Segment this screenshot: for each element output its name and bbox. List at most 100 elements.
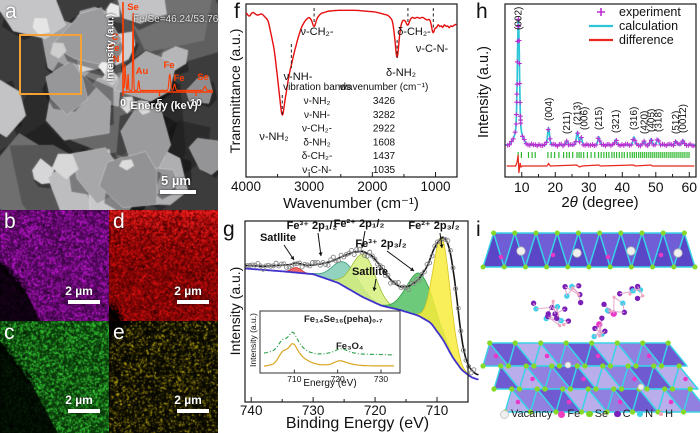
vacancy-atom-icon [499, 409, 509, 419]
svg-text:(213): (213) [573, 102, 584, 125]
svg-text:ν-CH₂-: ν-CH₂- [302, 124, 332, 135]
structure-drawing [480, 230, 700, 415]
xrd-panel: (002) (004) (211) (213) (006) (215) (321) (316)… [473, 0, 700, 215]
xrd-y-axis-label: Intensity (a.u.) [476, 46, 492, 138]
ftir-panel: 4000 3000 2000 1000 ν-NH₂ ν-NH-ν-CH₂- δ-NH₂ δ-C… [218, 0, 473, 215]
eds-map-image-b [0, 210, 109, 321]
svg-text:Satllite: Satllite [352, 266, 388, 278]
map-d-scale-bar-label: 2 µm [174, 284, 202, 298]
svg-text:720: 720 [364, 403, 387, 418]
svg-text:(512): (512) [671, 111, 682, 134]
svg-text:difference: difference [619, 33, 674, 47]
svg-text:(420): (420) [639, 111, 650, 134]
legend-label: Se [594, 408, 609, 420]
svg-text:1437: 1437 [373, 151, 396, 162]
xrd-chart: (002) (004) (211) (213)(006) (215) (321) (316)… [504, 3, 698, 195]
svg-text:(0012): (0012) [678, 104, 689, 133]
legend-item-h: H [659, 408, 673, 420]
svg-text:710: 710 [287, 374, 301, 384]
structure-panel: i Vacancy Fe Se C N H [473, 215, 700, 433]
svg-text:1000: 1000 [420, 179, 450, 194]
svg-text:(316): (316) [629, 107, 640, 130]
svg-text:(006): (006) [580, 107, 591, 130]
svg-text:Fe: Fe [173, 73, 184, 84]
svg-text:ν-C-N-: ν-C-N- [302, 165, 331, 176]
svg-text:730: 730 [374, 374, 388, 384]
map-e-scale-bar-label: 2 µm [174, 393, 202, 407]
svg-text:δ-NH₂: δ-NH₂ [303, 137, 330, 148]
svg-text:experiment: experiment [619, 5, 681, 19]
panel-letter-h: h [476, 0, 488, 23]
svg-text:Fe³⁺ 2p₃/₂: Fe³⁺ 2p₃/₂ [355, 238, 406, 250]
eds-map-image-c [0, 321, 109, 433]
sem-scale-bar-label: 5 µm [161, 173, 191, 188]
map-c-scale-bar-label: 2 µm [65, 393, 93, 407]
panel-letter-b: b [4, 210, 16, 233]
xps-y-axis-label: Intensity (a.u.) [227, 266, 243, 356]
map-b-scale-bar [68, 300, 100, 304]
svg-text:wavenumber (cm⁻¹): wavenumber (cm⁻¹) [339, 82, 429, 93]
panel-letter-e: e [113, 321, 125, 344]
svg-text:N: N [113, 54, 120, 65]
svg-text:730: 730 [302, 403, 325, 418]
sem-panel: 0 5 10 C N Fe Se Au Fe Fe Se Intensity (a.u.) Ener… [0, 0, 218, 210]
svg-text:ν-NH-: ν-NH- [284, 71, 313, 83]
legend-label: Fe [567, 408, 581, 420]
svg-text:ν-NH-: ν-NH- [304, 110, 330, 121]
svg-text:4000: 4000 [231, 179, 261, 194]
xps-inset-series1-label: Fe₁₄Se₁₆(peha)₀.₇ [304, 314, 383, 325]
roi-box [19, 34, 82, 95]
svg-text:(002): (002) [514, 7, 525, 30]
xps-x-axis-label: Binding Energy (eV) [285, 415, 430, 432]
n-atom-icon [636, 410, 644, 418]
eds-map-image-d [109, 210, 218, 321]
map-e-scale-bar [177, 409, 209, 413]
svg-text:δ-NH₂: δ-NH₂ [386, 67, 416, 79]
h-atom-icon [659, 412, 664, 416]
svg-text:(215): (215) [594, 107, 605, 130]
xps-inset-x-axis-label: Energy (eV) [303, 378, 357, 389]
svg-text:(318): (318) [653, 109, 664, 132]
svg-text:δ-CH₂-: δ-CH₂- [302, 151, 333, 162]
svg-text:60: 60 [682, 179, 698, 195]
svg-text:ν-NH₂: ν-NH₂ [304, 96, 331, 107]
svg-text:3000: 3000 [294, 179, 324, 194]
svg-text:vibration bands: vibration bands [283, 82, 351, 93]
svg-text:(211): (211) [562, 111, 573, 134]
svg-text:(321): (321) [611, 110, 622, 133]
map-d-scale-bar [177, 300, 209, 304]
svg-text:10: 10 [514, 179, 530, 195]
svg-text:10: 10 [190, 97, 202, 109]
legend-label: C [622, 408, 631, 420]
svg-text:710: 710 [426, 403, 449, 418]
svg-text:40: 40 [614, 179, 630, 195]
svg-text:20: 20 [547, 179, 563, 195]
svg-text:Se: Se [197, 72, 209, 83]
svg-text:1608: 1608 [373, 137, 396, 148]
eds-y-axis-label: Intensity (a.u.) [105, 13, 117, 82]
eds-x-axis-label: Energy (keV) [130, 100, 198, 112]
svg-text:Se: Se [127, 2, 139, 13]
legend-label: Vacancy [510, 408, 553, 420]
legend-item-c: C [614, 408, 631, 420]
eds-map-panel-d: d 2 µm [109, 210, 218, 321]
se-atom-icon [586, 410, 593, 418]
svg-text:(405): (405) [646, 109, 657, 132]
svg-text:Fe³⁺ 2p₁/₂: Fe³⁺ 2p₁/₂ [287, 220, 338, 232]
svg-text:Fe: Fe [163, 60, 174, 71]
sem-scale-bar [160, 190, 196, 194]
svg-text:ν-C-N-: ν-C-N- [416, 43, 449, 55]
panel-letter-c: c [4, 321, 15, 344]
svg-text:30: 30 [581, 179, 597, 195]
legend-item-n: N [636, 408, 653, 420]
eds-map-image-e [109, 321, 218, 433]
ftir-chart: 4000 3000 2000 1000 ν-NH₂ ν-NH-ν-CH₂- δ-NH₂ δ-C… [231, 3, 458, 194]
svg-text:Satllite: Satllite [260, 232, 296, 244]
svg-text:5: 5 [157, 97, 163, 109]
svg-text:Fe²⁺ 2p₃/₂: Fe²⁺ 2p₃/₂ [408, 220, 459, 232]
legend-item-fe: Fe [558, 408, 580, 420]
svg-text:Fe: Fe [108, 43, 119, 54]
eds-ratio-annotation: Fe/Se=46.24/53.76 [133, 14, 219, 25]
svg-text:calculation: calculation [619, 19, 678, 33]
